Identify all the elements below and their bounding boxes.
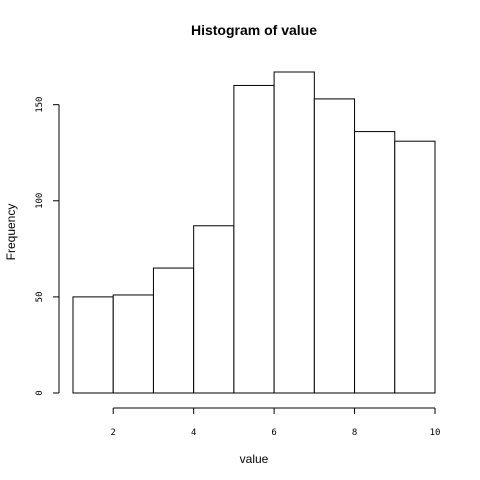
y-axis-label: Frequency [4,204,18,261]
histogram-bar-5 [233,84,275,394]
histogram-bar-1 [72,296,114,394]
x-axis: 2 4 6 8 10 [111,407,441,438]
histogram-bar-3 [152,267,195,394]
histogram-bar-6 [273,71,315,394]
histogram-bar-8 [354,131,396,394]
x-tick-label: 8 [352,428,357,438]
histogram-bar-7 [313,98,356,394]
x-tick-label: 6 [271,428,276,438]
x-axis-label: value [240,452,269,466]
y-tick-label: 50 [35,291,45,302]
y-tick-label: 150 [35,97,45,113]
y-axis: 0 50 100 150 [35,97,60,396]
histogram-bar-2 [112,294,154,394]
x-tick-label: 10 [430,428,441,438]
x-tick-label: 4 [191,428,196,438]
histogram-bar-4 [193,225,235,394]
histogram-bar-9 [394,140,436,394]
x-tick-label: 2 [111,428,116,438]
y-tick-label: 0 [35,390,45,395]
bars-group [72,71,436,394]
y-tick-label: 100 [35,193,45,209]
chart-title: Histogram of value [191,22,317,38]
